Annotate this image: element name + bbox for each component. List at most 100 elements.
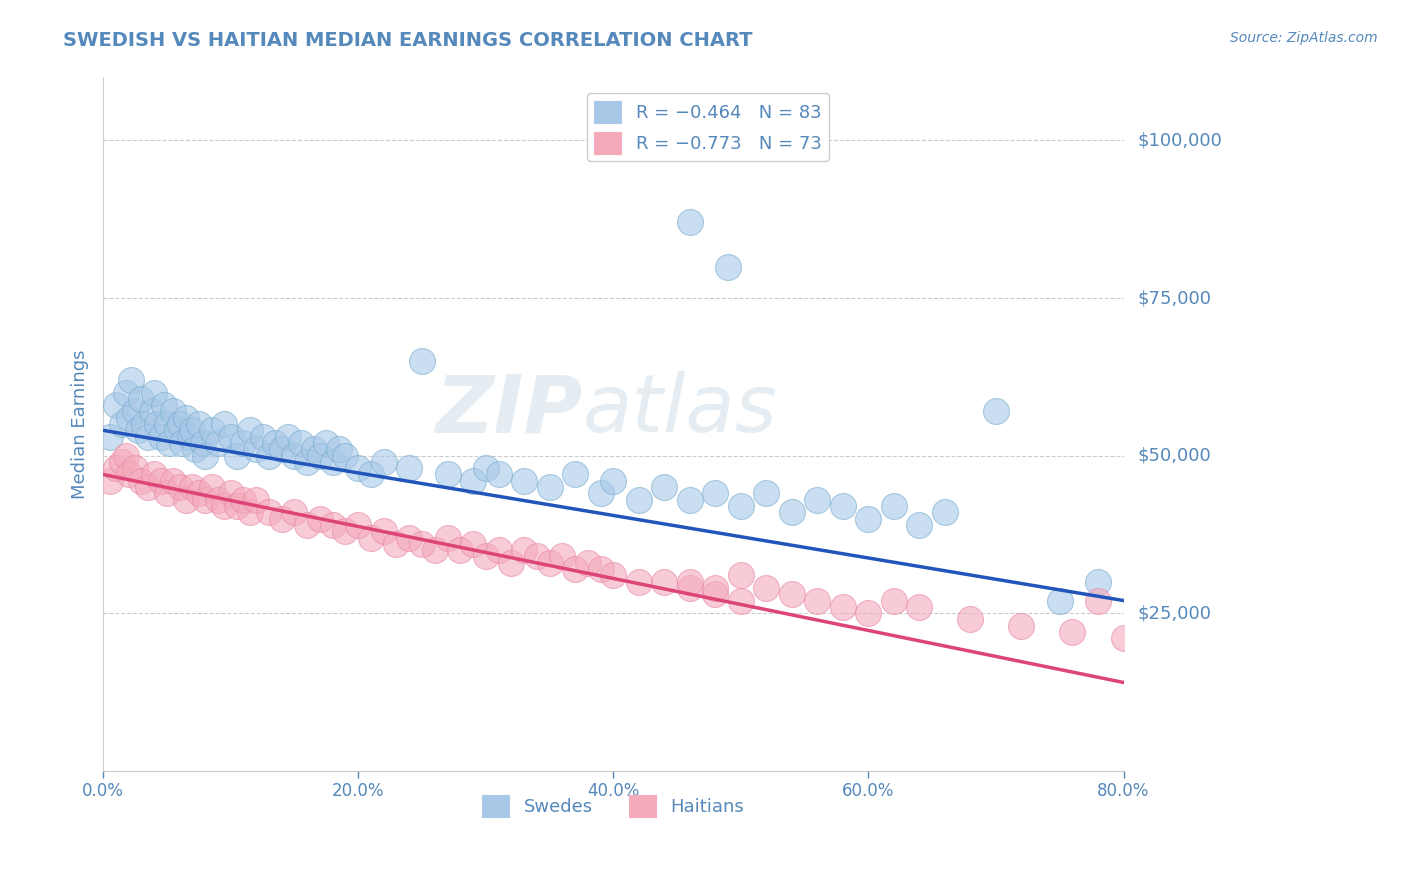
Point (576, 556, 599, 570)
Point (513, 474, 536, 488)
Point (780, 587, 803, 601)
Point (283, 449, 305, 463)
Point (226, 499, 249, 513)
Point (858, 606, 880, 620)
Point (117, 410, 139, 425)
Point (187, 417, 209, 431)
Point (551, 549, 574, 564)
Point (908, 599, 931, 614)
Point (959, 612, 981, 626)
Point (169, 480, 191, 494)
Point (373, 524, 395, 539)
Point (908, 517, 931, 532)
Point (309, 511, 332, 525)
Point (124, 404, 146, 418)
Point (627, 574, 650, 589)
Point (187, 486, 209, 500)
Point (159, 436, 181, 450)
Point (207, 492, 229, 507)
Point (602, 474, 624, 488)
Point (156, 417, 179, 431)
Point (398, 461, 420, 475)
Point (239, 423, 262, 437)
Point (283, 505, 305, 519)
Point (513, 543, 536, 558)
Point (127, 423, 149, 437)
Point (1087, 574, 1109, 589)
Point (806, 593, 828, 607)
Point (538, 480, 561, 494)
Point (755, 486, 778, 500)
Point (143, 467, 166, 482)
Point (252, 430, 274, 444)
Point (1087, 593, 1109, 607)
Point (730, 593, 752, 607)
Point (461, 474, 484, 488)
Point (704, 587, 727, 601)
Point (704, 581, 727, 595)
Point (858, 511, 880, 525)
Point (1062, 625, 1084, 640)
Point (191, 436, 214, 450)
Point (436, 531, 458, 545)
Point (143, 385, 166, 400)
Point (411, 354, 433, 368)
Point (679, 574, 702, 589)
Point (153, 398, 176, 412)
Point (232, 436, 254, 450)
Point (270, 511, 292, 525)
Point (627, 492, 650, 507)
Point (347, 461, 370, 475)
Point (335, 524, 357, 539)
Point (755, 581, 778, 595)
Point (115, 385, 138, 400)
Point (131, 474, 153, 488)
Point (98, 474, 121, 488)
Point (398, 531, 420, 545)
Point (194, 449, 217, 463)
Point (302, 442, 325, 457)
Point (679, 492, 702, 507)
Point (309, 449, 332, 463)
Point (214, 417, 236, 431)
Point (184, 442, 207, 457)
Point (145, 417, 167, 431)
Point (179, 430, 201, 444)
Point (832, 499, 855, 513)
Point (124, 461, 146, 475)
Point (120, 373, 142, 387)
Point (136, 430, 159, 444)
Text: SWEDISH VS HAITIAN MEDIAN EARNINGS CORRELATION CHART: SWEDISH VS HAITIAN MEDIAN EARNINGS CORRE… (63, 31, 752, 50)
Point (200, 480, 222, 494)
Point (207, 436, 229, 450)
Point (117, 467, 139, 482)
Point (111, 417, 134, 431)
Point (315, 436, 337, 450)
Point (141, 404, 163, 418)
Point (411, 537, 433, 551)
Point (166, 423, 188, 437)
Point (475, 461, 498, 475)
Point (449, 543, 471, 558)
Point (131, 392, 153, 406)
Point (488, 543, 510, 558)
Point (277, 430, 299, 444)
Point (200, 423, 222, 437)
Point (257, 505, 280, 519)
Point (322, 455, 344, 469)
Point (239, 505, 262, 519)
Point (984, 404, 1007, 418)
Point (149, 430, 172, 444)
Point (162, 404, 184, 418)
Point (1112, 632, 1135, 646)
Text: atlas: atlas (582, 371, 778, 450)
Point (436, 467, 458, 482)
Text: $50,000: $50,000 (1137, 447, 1211, 465)
Point (111, 455, 134, 469)
Point (934, 505, 956, 519)
Point (172, 436, 194, 450)
Point (538, 556, 561, 570)
Point (115, 449, 138, 463)
Point (335, 449, 357, 463)
Point (883, 499, 905, 513)
